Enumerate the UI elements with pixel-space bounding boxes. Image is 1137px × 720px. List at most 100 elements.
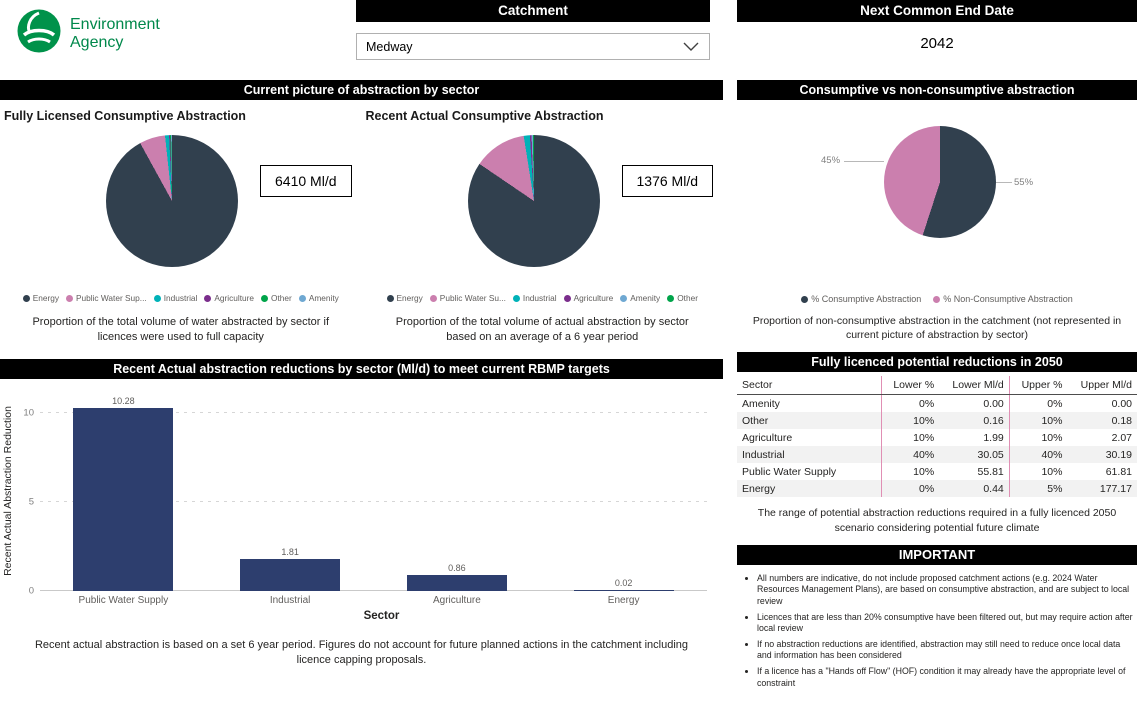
legend-label: Public Water Su... (439, 293, 506, 303)
left-column: Current picture of abstraction by sector… (0, 80, 723, 668)
important-bullet-list: All numbers are indicative, do not inclu… (745, 573, 1137, 689)
table-cell: 10% (1008, 429, 1068, 447)
gridline (40, 589, 707, 591)
table-cell: 0.18 (1111, 414, 1132, 427)
table-row[interactable]: Agriculture 10% 1.99 10% 2.07 (737, 429, 1137, 447)
legend-item[interactable]: Public Water Su... (429, 293, 506, 303)
legend-item[interactable]: Agriculture (204, 293, 254, 303)
legend-item[interactable]: Amenity (298, 293, 339, 303)
bar-industrial[interactable]: 1.81 (207, 396, 374, 591)
table-row[interactable]: Public Water Supply 10% 55.81 10% 61.81 (737, 463, 1137, 481)
table-cell: 0% (880, 480, 940, 498)
x-axis-title: Sector (363, 609, 400, 622)
fully-licensed-pie-area: 6410 Ml/d (0, 133, 362, 279)
y-axis-ticks: 0 5 10 (16, 396, 40, 596)
legend-item[interactable]: Energy (22, 293, 59, 303)
legend-item[interactable]: Public Water Sup... (65, 293, 147, 303)
bar-public-water-supply[interactable]: 10.28 (40, 396, 207, 591)
important-bullet: Licences that are less than 20% consumpt… (757, 612, 1137, 635)
recent-actual-pie-title: Recent Actual Consumptive Abstraction (365, 109, 604, 123)
legend-dot-icon (386, 294, 394, 302)
table-cell: 40% (880, 446, 940, 464)
recent-actual-pie-area: 1376 Ml/d (362, 133, 724, 279)
legend-dot-icon (667, 294, 675, 302)
legend-dot-icon (801, 295, 809, 303)
x-category-label: Energy (607, 594, 640, 606)
table-cell: 0% (880, 394, 940, 413)
table-cell: 10% (880, 412, 940, 430)
table-column-header: Upper % (1008, 376, 1068, 396)
consumptive-split-caption: Proportion of non-consumptive abstractio… (752, 315, 1122, 342)
legend-item[interactable]: Industrial (512, 293, 557, 303)
environment-agency-logo: Environment Agency (16, 8, 160, 59)
table-row[interactable]: Industrial 40% 30.05 40% 30.19 (737, 446, 1137, 464)
legend-dot-icon (65, 294, 73, 302)
table-cell: 1.99 (983, 431, 1004, 444)
legend-label: % Consumptive Abstraction (811, 294, 922, 304)
table-row[interactable]: Energy 0% 0.44 5% 177.17 (737, 480, 1137, 498)
fully-licensed-pie-chart[interactable] (106, 135, 238, 267)
legend-dot-icon (933, 295, 941, 303)
section-header-reductions: Recent Actual abstraction reductions by … (0, 358, 723, 379)
legend-item[interactable]: Amenity (620, 293, 660, 303)
recent-actual-legend: Energy Public Water Su... Industrial Agricu… (362, 293, 724, 303)
bar-plot-area: 10.28 1.81 0.86 0.02 (40, 396, 707, 591)
table-cell: Other (742, 414, 769, 427)
y-axis-title: Recent Actual Abstraction Reduction (2, 405, 14, 576)
legend-dot-icon (298, 294, 306, 302)
gridline (40, 501, 707, 503)
legend-dot-icon (429, 294, 437, 302)
y-tick-label: 10 (23, 407, 34, 419)
catchment-dropdown[interactable]: Medway (356, 33, 710, 60)
table-column-header: Upper Ml/d (1067, 376, 1137, 396)
legend-dot-icon (620, 294, 628, 302)
leader-line-left (844, 161, 884, 162)
legend-item[interactable]: Energy (386, 293, 423, 303)
table-cell: 5% (1008, 480, 1068, 498)
table-column-header: Lower Ml/d (939, 376, 1010, 396)
legend-label: Industrial (522, 293, 557, 303)
important-bullet: All numbers are indicative, do not inclu… (757, 573, 1137, 608)
y-tick-label: 5 (28, 496, 34, 508)
environment-agency-roundel-icon (16, 8, 62, 59)
consumptive-split-pie-chart[interactable] (884, 126, 996, 238)
table-cell: 0.44 (983, 482, 1004, 495)
bars-row: 10.28 1.81 0.86 0.02 (40, 396, 707, 591)
legend-item[interactable]: Industrial (153, 293, 197, 303)
section-header-reductions-2050: Fully licenced potential reductions in 2… (737, 352, 1137, 373)
legend-dot-icon (261, 294, 269, 302)
bar (406, 575, 507, 591)
table-cell: 55.81 (977, 465, 1004, 478)
fully-licensed-legend: Energy Public Water Sup... Industrial Agric… (0, 293, 362, 303)
legend-dot-icon (22, 294, 30, 302)
table-cell: 10% (880, 463, 940, 481)
legend-item[interactable]: Other (667, 293, 698, 303)
legend-item[interactable]: Other (261, 293, 292, 303)
legend-dot-icon (512, 294, 520, 302)
table-cell: Energy (742, 482, 776, 495)
bar-value-label: 10.28 (112, 396, 135, 407)
legend-item[interactable]: % Consumptive Abstraction (801, 294, 921, 304)
table-row[interactable]: Other 10% 0.16 10% 0.18 (737, 412, 1137, 430)
bar (573, 589, 674, 591)
x-category-label: Agriculture (432, 594, 481, 606)
table-cell: 40% (1008, 446, 1068, 464)
end-date-header: Next Common End Date (737, 0, 1137, 22)
table-cell: 10% (1008, 412, 1068, 430)
recent-actual-caption: Proportion of the total volume of actual… (395, 316, 689, 343)
legend-label: Agriculture (573, 293, 614, 303)
recent-actual-pie-block: Recent Actual Consumptive Abstraction 13… (362, 100, 724, 345)
table-cell: 2.07 (1111, 431, 1132, 444)
legend-label: Agriculture (214, 293, 255, 303)
table-row[interactable]: Amenity 0% 0.00 0% 0.00 (737, 394, 1137, 413)
legend-item[interactable]: Agriculture (563, 293, 614, 303)
chevron-down-icon[interactable] (683, 40, 699, 54)
legend-item[interactable]: % Non-Consumptive Abstraction (933, 294, 1073, 304)
bar-energy[interactable]: 0.02 (540, 396, 707, 591)
recent-actual-pie-chart[interactable] (467, 135, 600, 267)
bar (240, 558, 341, 591)
bar-chart-caption: Recent actual abstraction is based on a … (34, 638, 689, 667)
bar-agriculture[interactable]: 0.86 (374, 396, 541, 591)
logo-text: Environment Agency (70, 15, 160, 51)
table-cell: Amenity (742, 397, 780, 410)
